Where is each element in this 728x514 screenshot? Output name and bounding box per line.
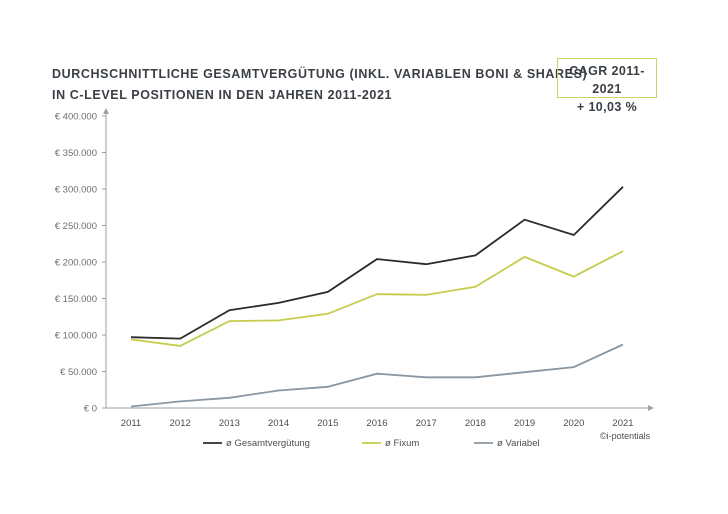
cagr-label: CAGR 2011-2021 [569,64,645,96]
cagr-box: CAGR 2011-2021 + 10,03 % [557,58,657,114]
x-tick-label: 2021 [612,418,633,429]
legend-label-2: ø Fixum [385,438,419,449]
y-tick-label: € 300.000 [55,185,97,196]
chart-title-line2: IN C-LEVEL POSITIONEN IN DEN JAHREN 2011… [52,88,393,102]
y-axis-arrow [103,108,109,114]
chart-series [130,186,624,408]
y-tick-label: € 100.000 [55,331,97,342]
y-axis-ticks: € 0 € 50.000 € 100.000 € 150.000 € 200.000 € … [55,112,106,415]
y-tick-label: € 250.000 [55,221,97,232]
x-tick-label: 2015 [317,418,338,429]
chart-legend: ø Gesamtvergütung ø Fixum ø Variabel [203,438,540,449]
y-tick-label: € 0 [84,404,97,415]
x-tick-label: 2016 [366,418,387,429]
cagr-value: + 10,03 % [576,100,638,114]
x-tick-label: 2012 [170,418,191,429]
x-axis-arrow [648,405,654,411]
y-tick-label: € 400.000 [55,112,97,123]
chart-title: DURCHSCHNITTLICHE GESAMTVERGÜTUNG (INKL.… [52,64,587,106]
x-tick-label: 2013 [219,418,240,429]
chart-title-line1: DURCHSCHNITTLICHE GESAMTVERGÜTUNG (INKL.… [52,67,588,81]
legend-label-3: ø Variabel [497,438,540,449]
y-tick-label: € 350.000 [55,148,97,159]
x-tick-label: 2014 [268,418,289,429]
series-line-1 [130,186,624,340]
x-tick-label: 2018 [465,418,486,429]
y-tick-label: € 200.000 [55,258,97,269]
y-tick-label: € 150.000 [55,294,97,305]
x-axis-ticks: 2011 2012 2013 2014 2015 2016 2017 2018 2019 2020… [121,418,634,429]
x-tick-label: 2011 [121,418,141,429]
chart-axes [103,108,654,411]
series-line-3 [130,343,624,408]
credit-label: ©i-potentials [600,431,651,441]
x-tick-label: 2017 [416,418,437,429]
series-line-2 [130,250,624,347]
legend-label-1: ø Gesamtvergütung [226,438,310,449]
x-tick-label: 2020 [563,418,584,429]
x-tick-label: 2019 [514,418,535,429]
y-tick-label: € 50.000 [60,367,97,378]
